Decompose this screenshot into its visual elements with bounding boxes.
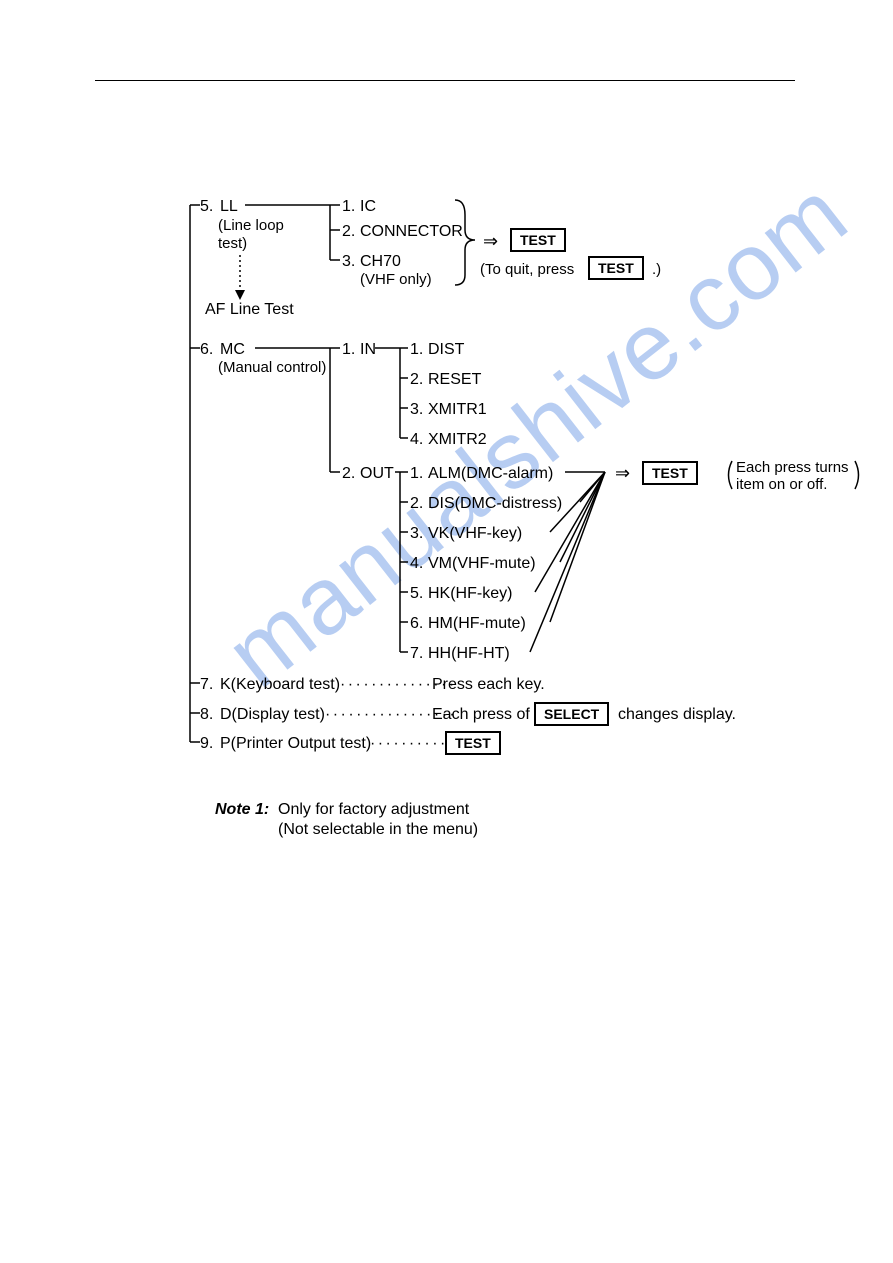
s6-in4-n: 4. bbox=[410, 430, 423, 451]
s6-out-t: OUT bbox=[360, 464, 394, 485]
test-button-3[interactable]: TEST bbox=[642, 461, 698, 485]
s8-post: changes display. bbox=[618, 705, 736, 726]
s6-in2-t: RESET bbox=[428, 370, 481, 391]
s6-out1-t: ALM(DMC-alarm) bbox=[428, 464, 553, 485]
item-9-label: P(Printer Output test) bbox=[220, 734, 371, 755]
s5-item3-n: 3. bbox=[342, 252, 355, 273]
s6-in4-t: XMITR2 bbox=[428, 430, 487, 451]
s5-item2-t: CONNECTOR bbox=[360, 222, 463, 243]
s6-out3-n: 3. bbox=[410, 524, 423, 545]
s7-after: Press each key. bbox=[432, 675, 545, 696]
item-7-label: K(Keyboard test) bbox=[220, 675, 340, 696]
item-5-sub1: (Line loop bbox=[218, 216, 284, 236]
s6-out7-t: HH(HF-HT) bbox=[428, 644, 510, 665]
s6-in1-n: 1. bbox=[410, 340, 423, 361]
item-7-num: 7. bbox=[200, 675, 213, 696]
s6-arrow: ⇒ bbox=[615, 462, 630, 485]
s5-item3-sub: (VHF only) bbox=[360, 270, 432, 290]
note-label: Note 1: bbox=[215, 800, 269, 821]
s6-out6-n: 6. bbox=[410, 614, 423, 635]
item-8-num: 8. bbox=[200, 705, 213, 726]
s5-item1-n: 1. bbox=[342, 197, 355, 218]
s6-out1-n: 1. bbox=[410, 464, 423, 485]
s6-out4-n: 4. bbox=[410, 554, 423, 575]
test-button-4[interactable]: TEST bbox=[445, 731, 501, 755]
item-9-num: 9. bbox=[200, 734, 213, 755]
note-line2: (Not selectable in the menu) bbox=[278, 820, 478, 841]
page: manualshive.com bbox=[0, 0, 893, 1263]
item-8-label: D(Display test) bbox=[220, 705, 325, 726]
s6-in3-n: 3. bbox=[410, 400, 423, 421]
s6-out2-n: 2. bbox=[410, 494, 423, 515]
af-line-test: AF Line Test bbox=[205, 300, 294, 321]
s5-item1-t: IC bbox=[360, 197, 376, 218]
item-5-num: 5. bbox=[200, 197, 213, 218]
s6-out7-n: 7. bbox=[410, 644, 423, 665]
select-button[interactable]: SELECT bbox=[534, 702, 609, 726]
s6-out5-t: HK(HF-key) bbox=[428, 584, 512, 605]
item-6-num: 6. bbox=[200, 340, 213, 361]
test-button-1[interactable]: TEST bbox=[510, 228, 566, 252]
note-line1: Only for factory adjustment bbox=[278, 800, 469, 821]
s5-arrow: ⇒ bbox=[483, 230, 498, 253]
item-6-sub: (Manual control) bbox=[218, 358, 326, 378]
s5-item2-n: 2. bbox=[342, 222, 355, 243]
s6-in3-t: XMITR1 bbox=[428, 400, 487, 421]
s6-out-n: 2. bbox=[342, 464, 355, 485]
s6-out6-t: HM(HF-mute) bbox=[428, 614, 526, 635]
s6-in-t: IN bbox=[360, 340, 376, 361]
s6-in2-n: 2. bbox=[410, 370, 423, 391]
item-5-sub2: test) bbox=[218, 234, 247, 254]
s6-paren2: item on or off. bbox=[736, 475, 827, 495]
s8-pre: Each press of bbox=[432, 705, 530, 726]
s6-out4-t: VM(VHF-mute) bbox=[428, 554, 536, 575]
s5-quit-post: .) bbox=[652, 260, 661, 280]
s6-out3-t: VK(VHF-key) bbox=[428, 524, 522, 545]
s6-in-n: 1. bbox=[342, 340, 355, 361]
s6-out2-t: DIS(DMC-distress) bbox=[428, 494, 562, 515]
test-button-2[interactable]: TEST bbox=[588, 256, 644, 280]
item-5-label: LL bbox=[220, 197, 238, 218]
s5-quit-pre: (To quit, press bbox=[480, 260, 574, 280]
s6-out5-n: 5. bbox=[410, 584, 423, 605]
top-rule bbox=[95, 80, 795, 81]
s6-in1-t: DIST bbox=[428, 340, 464, 361]
